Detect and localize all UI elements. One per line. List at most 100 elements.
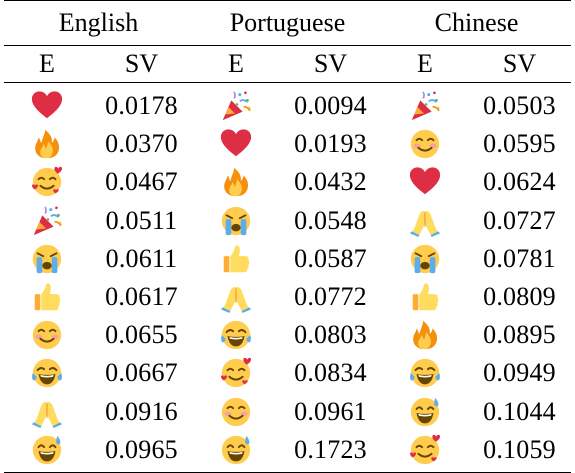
sv-value: 0.0467 <box>105 167 178 197</box>
emoji-cell <box>4 354 90 392</box>
party-popper-icon <box>408 89 442 123</box>
subheader-emoji: E <box>382 45 468 83</box>
smiling-face-icon <box>219 395 253 429</box>
sv-value: 0.0624 <box>483 167 556 197</box>
emoji-cell <box>382 125 468 163</box>
emoji-cell <box>4 393 90 431</box>
subheader-sv: SV <box>468 45 571 83</box>
sv-value: 0.0965 <box>90 430 193 473</box>
sv-value: 0.0961 <box>294 396 367 426</box>
sv-value: 0.0617 <box>105 282 178 312</box>
sv-value: 0.0432 <box>294 167 367 197</box>
party-popper-icon <box>30 204 64 238</box>
sv-value: 0.0809 <box>483 282 556 312</box>
loudly-crying-face-icon <box>30 242 64 276</box>
emoji-cell <box>382 316 468 354</box>
party-popper-icon <box>219 89 253 123</box>
sv-value: 0.0548 <box>294 205 367 235</box>
face-with-tears-of-joy-icon <box>408 356 442 390</box>
table-row: 0.0467 0.0432 0.0624 <box>4 163 571 201</box>
emoji-cell <box>4 202 90 240</box>
table-row: 0.0617 0.0772 0.0809 <box>4 278 571 316</box>
emoji-cell <box>193 202 279 240</box>
subheader-emoji: E <box>4 45 90 83</box>
emoji-cell <box>4 316 90 354</box>
emoji-cell <box>4 430 90 473</box>
smiling-face-with-hearts-icon <box>219 356 253 390</box>
emoji-cell <box>382 202 468 240</box>
folded-hands-icon <box>30 395 64 429</box>
emoji-cell <box>382 278 468 316</box>
sv-value: 0.0655 <box>105 320 178 350</box>
thumbs-up-icon <box>219 242 253 276</box>
subheader-sv: SV <box>279 45 382 83</box>
sv-value: 0.0949 <box>483 358 556 388</box>
table-body: 0.0178 0.0094 0.0503 0.0370 0.0193 0.0595 0.04… <box>4 83 571 473</box>
sv-value: 0.0667 <box>105 358 178 388</box>
sv-value: 0.0803 <box>294 320 367 350</box>
fire-icon <box>30 127 64 161</box>
sv-value: 0.0193 <box>294 129 367 159</box>
emoji-cell <box>382 354 468 392</box>
folded-hands-icon <box>408 204 442 238</box>
emoji-cell <box>382 163 468 201</box>
folded-hands-icon <box>219 280 253 314</box>
fire-icon <box>408 318 442 352</box>
emoji-cell <box>4 240 90 278</box>
header-portuguese: Portuguese <box>193 1 382 46</box>
emoji-cell <box>193 278 279 316</box>
smiling-face-icon <box>30 318 64 352</box>
emoji-cell <box>193 393 279 431</box>
sv-value: 0.0370 <box>105 129 178 159</box>
table-row: 0.0667 0.0834 0.0949 <box>4 354 571 392</box>
grinning-face-with-sweat-icon <box>219 433 253 467</box>
sv-value: 0.0895 <box>483 320 556 350</box>
sv-value: 0.1059 <box>468 430 571 473</box>
subheader-sv: SV <box>90 45 193 83</box>
sv-value: 0.1044 <box>483 396 556 426</box>
header-english: English <box>4 1 193 46</box>
emoji-cell <box>4 83 90 126</box>
face-with-tears-of-joy-icon <box>30 356 64 390</box>
table-row: 0.0511 0.0548 0.0727 <box>4 202 571 240</box>
table-row: 0.0370 0.0193 0.0595 <box>4 125 571 163</box>
emoji-cell <box>193 240 279 278</box>
red-heart-icon <box>219 127 253 161</box>
table-row: 0.0178 0.0094 0.0503 <box>4 83 571 126</box>
emoji-cell <box>193 83 279 126</box>
smiling-face-icon <box>408 127 442 161</box>
emoji-cell <box>193 354 279 392</box>
header-chinese: Chinese <box>382 1 571 46</box>
emoji-cell <box>193 125 279 163</box>
fire-icon <box>219 165 253 199</box>
face-with-tears-of-joy-icon <box>219 318 253 352</box>
sv-value: 0.0503 <box>483 91 556 121</box>
sv-value: 0.1723 <box>279 430 382 473</box>
sv-value: 0.0587 <box>294 243 367 273</box>
red-heart-icon <box>30 89 64 123</box>
smiling-face-with-hearts-icon <box>408 433 442 467</box>
table-row: 0.0965 0.1723 0.1059 <box>4 430 571 473</box>
emoji-sv-table: English Portuguese Chinese E SV E SV E S… <box>4 0 571 473</box>
sv-value: 0.0178 <box>105 91 178 121</box>
subheader-emoji: E <box>193 45 279 83</box>
emoji-cell <box>4 163 90 201</box>
table-row: 0.0655 0.0803 0.0895 <box>4 316 571 354</box>
emoji-cell <box>4 278 90 316</box>
emoji-cell <box>382 240 468 278</box>
emoji-cell <box>382 83 468 126</box>
sv-value: 0.0916 <box>105 396 178 426</box>
grinning-face-with-sweat-icon <box>30 433 64 467</box>
loudly-crying-face-icon <box>408 242 442 276</box>
emoji-cell <box>193 163 279 201</box>
emoji-cell <box>193 430 279 473</box>
grinning-face-with-sweat-icon <box>408 395 442 429</box>
emoji-cell <box>193 316 279 354</box>
emoji-cell <box>382 393 468 431</box>
sv-value: 0.0511 <box>105 205 178 235</box>
emoji-cell <box>382 430 468 473</box>
red-heart-icon <box>408 165 442 199</box>
sv-value: 0.0094 <box>294 91 367 121</box>
table-row: 0.0611 0.0587 0.0781 <box>4 240 571 278</box>
